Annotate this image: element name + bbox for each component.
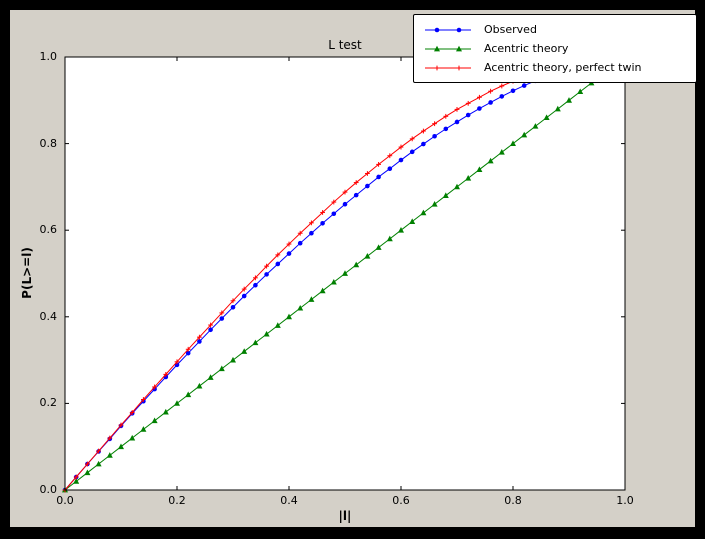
plot-canvas [62,56,626,493]
